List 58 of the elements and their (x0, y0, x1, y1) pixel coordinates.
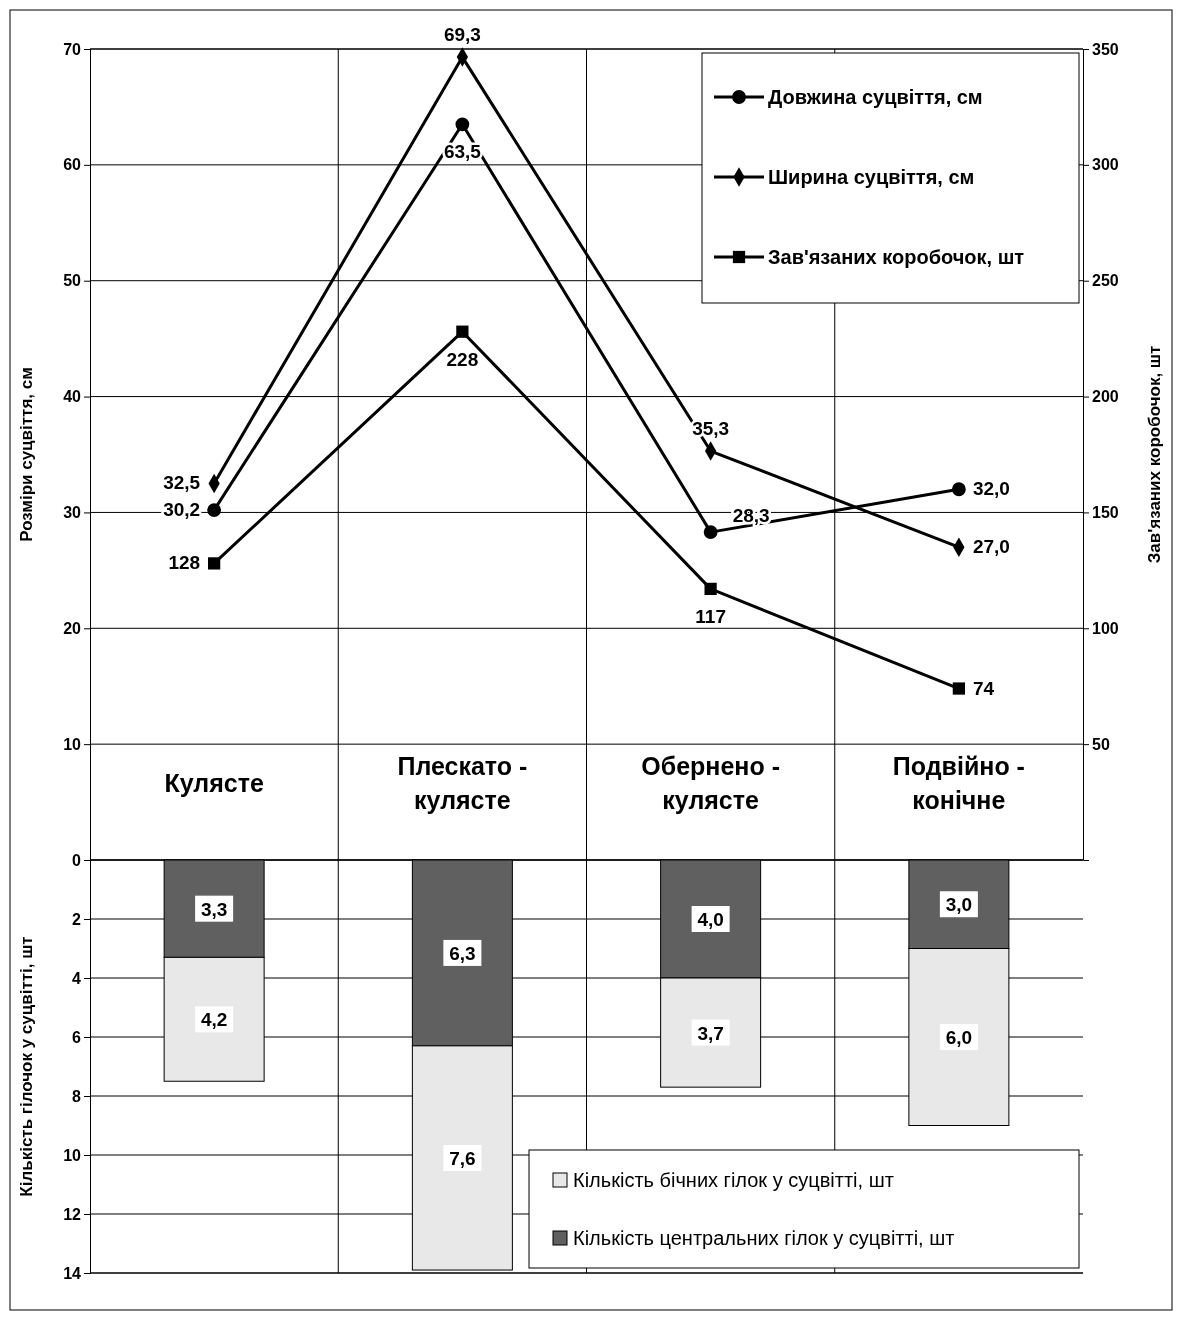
x-tick-label: Кулясте (164, 769, 264, 798)
y-axis-title: Кількість гілочок у суцвітті, шт (17, 936, 36, 1197)
data-label: 117 (695, 605, 726, 627)
data-label: 32,0 (972, 478, 1010, 500)
y-tick-label: 2 (72, 910, 82, 928)
legend-label: Довжина суцвіття, см (768, 86, 983, 108)
point (455, 117, 470, 132)
data-label: 128 (168, 552, 201, 574)
point (952, 682, 965, 695)
y-tick-label: 20 (63, 619, 82, 637)
data-label: 3,3 (200, 898, 228, 920)
data-label: 3,0 (945, 894, 973, 916)
data-label: 32,5 (163, 472, 201, 494)
point (703, 525, 718, 540)
y-axis-title: Розміри суцвіття, см (17, 367, 36, 542)
y2-tick-label: 50 (1092, 735, 1110, 753)
y-tick-label: 6 (72, 1028, 82, 1046)
y-tick-label: 40 (63, 388, 82, 406)
y2-axis-title: Зав'язаних коробочок, шт (1145, 345, 1164, 564)
point (207, 503, 222, 518)
y-tick-label: 0 (72, 851, 82, 869)
legend-label: Кількість бічних гілок у суцвітті, шт (573, 1169, 894, 1191)
data-label: 228 (446, 348, 479, 370)
y-tick-label: 12 (63, 1205, 82, 1223)
x-tick-label: Обернено - кулясте (641, 752, 780, 815)
y2-tick-label: 350 (1092, 40, 1119, 58)
data-label: 69,3 (443, 24, 481, 46)
point (456, 325, 469, 338)
legend-label: Зав'язаних коробочок, шт (768, 246, 1025, 268)
y-tick-label: 30 (63, 504, 82, 522)
y-tick-label: 70 (63, 40, 82, 58)
data-label: 7,6 (449, 1147, 476, 1169)
point (208, 557, 221, 570)
data-label: 74 (972, 677, 995, 699)
y-tick-label: 14 (63, 1264, 82, 1282)
point (704, 582, 717, 596)
point (951, 482, 966, 497)
y-tick-label: 4 (72, 969, 82, 987)
y-tick-label: 50 (63, 272, 82, 290)
data-label: 3,7 (697, 1022, 724, 1044)
data-label: 6,0 (945, 1027, 973, 1048)
y2-tick-label: 250 (1092, 272, 1119, 290)
y-tick-label: 10 (63, 1146, 82, 1164)
y-tick-label: 8 (72, 1087, 82, 1105)
y2-tick-label: 150 (1092, 504, 1119, 522)
y2-tick-label: 100 (1092, 619, 1119, 637)
data-label: 4,2 (200, 1009, 228, 1031)
data-label: 27,0 (972, 536, 1010, 558)
legend-label: Кількість центральних гілок у суцвітті, шт (573, 1227, 955, 1249)
legend-label: Ширина суцвіття, см (768, 166, 975, 188)
data-label: 4,0 (697, 909, 724, 930)
y-tick-label: 60 (63, 156, 82, 174)
data-label: 6,3 (449, 942, 476, 964)
x-tick-label: Подвійно - конічне (892, 752, 1025, 815)
y2-tick-label: 300 (1092, 156, 1119, 174)
y-tick-label: 10 (63, 735, 82, 753)
y2-tick-label: 200 (1092, 388, 1119, 406)
x-tick-label: Плескато - кулясте (397, 752, 528, 815)
